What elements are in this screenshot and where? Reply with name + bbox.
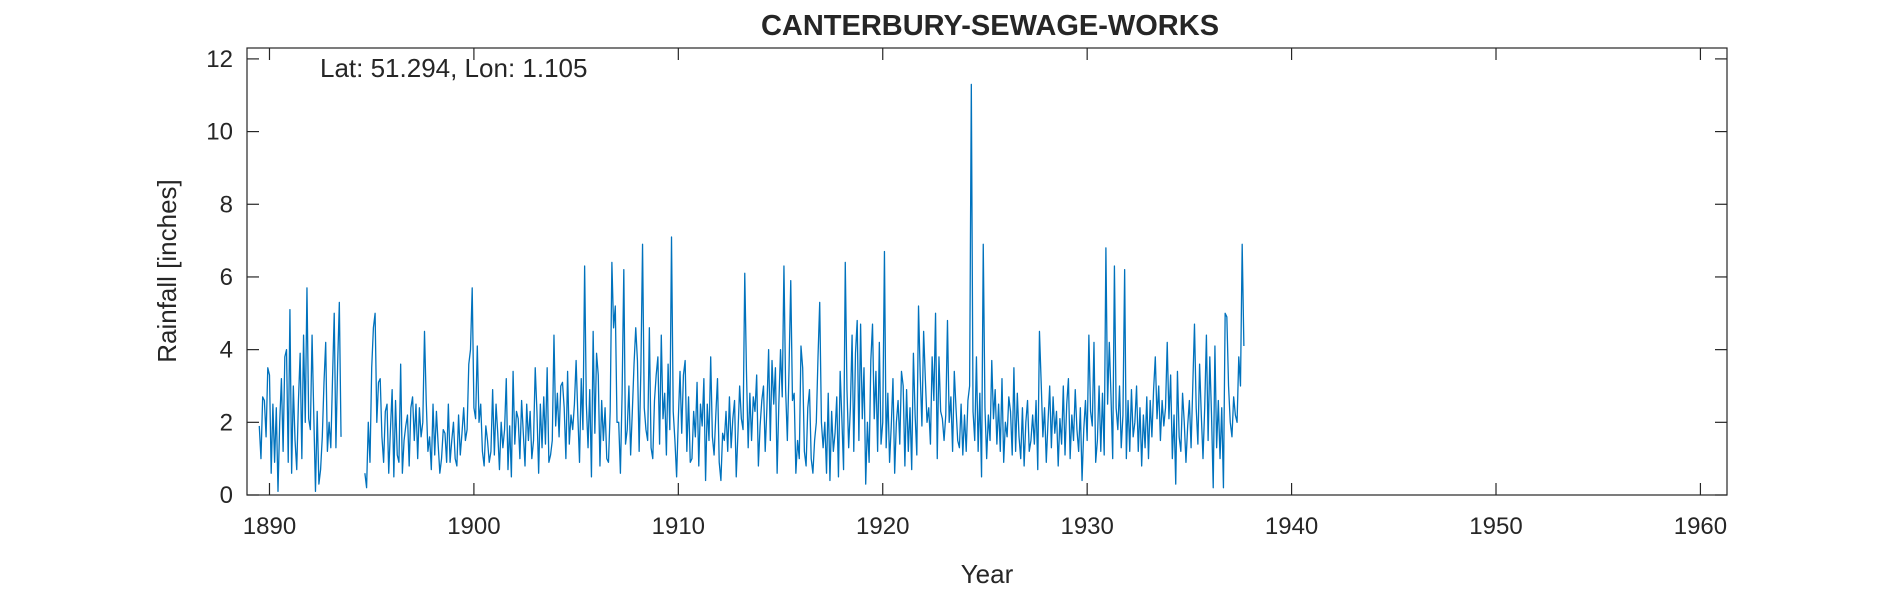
y-tick-label: 0 — [220, 482, 233, 509]
rainfall-series-line — [258, 83, 1245, 493]
x-tick-label: 1900 — [447, 513, 500, 540]
y-tick-label: 10 — [206, 119, 233, 146]
x-tick-label: 1910 — [652, 513, 705, 540]
x-tick-label: 1920 — [856, 513, 909, 540]
y-tick-label: 4 — [220, 337, 233, 364]
series-layer — [258, 83, 1245, 493]
y-axis: 0 2 4 6 8 10 12 — [206, 46, 1727, 509]
x-tick-label: 1930 — [1060, 513, 1113, 540]
x-tick-label: 1950 — [1469, 513, 1522, 540]
x-axis: 1890 1900 1910 1920 1930 1940 1950 1960 — [243, 48, 1727, 540]
y-tick-label: 12 — [206, 46, 233, 73]
x-axis-label: Year — [961, 559, 1014, 589]
y-axis-label: Rainfall [inches] — [152, 179, 182, 363]
y-tick-label: 2 — [220, 409, 233, 436]
y-tick-label: 8 — [220, 191, 233, 218]
chart-title: CANTERBURY-SEWAGE-WORKS — [761, 10, 1219, 42]
station-location-annotation: Lat: 51.294, Lon: 1.105 — [320, 53, 587, 83]
plot-area-box — [246, 47, 1728, 496]
x-tick-label: 1940 — [1265, 513, 1318, 540]
x-tick-label: 1960 — [1674, 513, 1727, 540]
x-tick-label: 1890 — [243, 513, 296, 540]
y-tick-label: 6 — [220, 264, 233, 291]
